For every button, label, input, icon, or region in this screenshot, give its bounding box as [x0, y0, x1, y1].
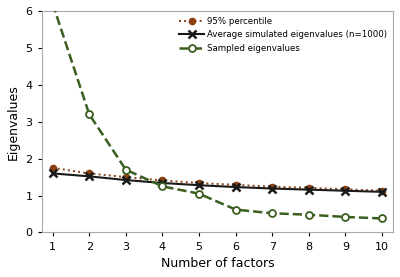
95% percentile — [270, 185, 275, 188]
Average simulated eigenvalues (n=1000) — [50, 172, 55, 175]
Sampled eigenvalues — [197, 192, 202, 195]
95% percentile — [160, 179, 165, 182]
Sampled eigenvalues — [50, 2, 55, 5]
Average simulated eigenvalues (n=1000) — [87, 175, 92, 178]
95% percentile — [124, 175, 128, 179]
Sampled eigenvalues — [306, 213, 311, 216]
95% percentile — [343, 188, 348, 191]
95% percentile — [233, 183, 238, 186]
X-axis label: Number of factors: Number of factors — [160, 257, 274, 270]
Legend: 95% percentile, Average simulated eigenvalues (n=1000), Sampled eigenvalues: 95% percentile, Average simulated eigenv… — [178, 15, 389, 54]
Average simulated eigenvalues (n=1000) — [270, 187, 275, 190]
Average simulated eigenvalues (n=1000) — [160, 181, 165, 185]
95% percentile — [380, 189, 384, 193]
Average simulated eigenvalues (n=1000) — [197, 184, 202, 187]
Sampled eigenvalues — [233, 208, 238, 211]
95% percentile — [197, 181, 202, 185]
Average simulated eigenvalues (n=1000) — [124, 178, 128, 182]
Sampled eigenvalues — [343, 215, 348, 219]
95% percentile — [50, 166, 55, 170]
Sampled eigenvalues — [160, 185, 165, 188]
Line: Average simulated eigenvalues (n=1000): Average simulated eigenvalues (n=1000) — [49, 170, 386, 196]
Sampled eigenvalues — [380, 217, 384, 220]
Average simulated eigenvalues (n=1000) — [233, 185, 238, 189]
95% percentile — [87, 172, 92, 175]
Average simulated eigenvalues (n=1000) — [306, 188, 311, 191]
Sampled eigenvalues — [87, 113, 92, 116]
Average simulated eigenvalues (n=1000) — [343, 189, 348, 193]
Sampled eigenvalues — [124, 168, 128, 171]
Line: 95% percentile: 95% percentile — [50, 165, 385, 194]
95% percentile — [306, 186, 311, 189]
Y-axis label: Eigenvalues: Eigenvalues — [7, 84, 20, 160]
Sampled eigenvalues — [270, 212, 275, 215]
Line: Sampled eigenvalues: Sampled eigenvalues — [49, 0, 386, 222]
Average simulated eigenvalues (n=1000) — [380, 190, 384, 194]
